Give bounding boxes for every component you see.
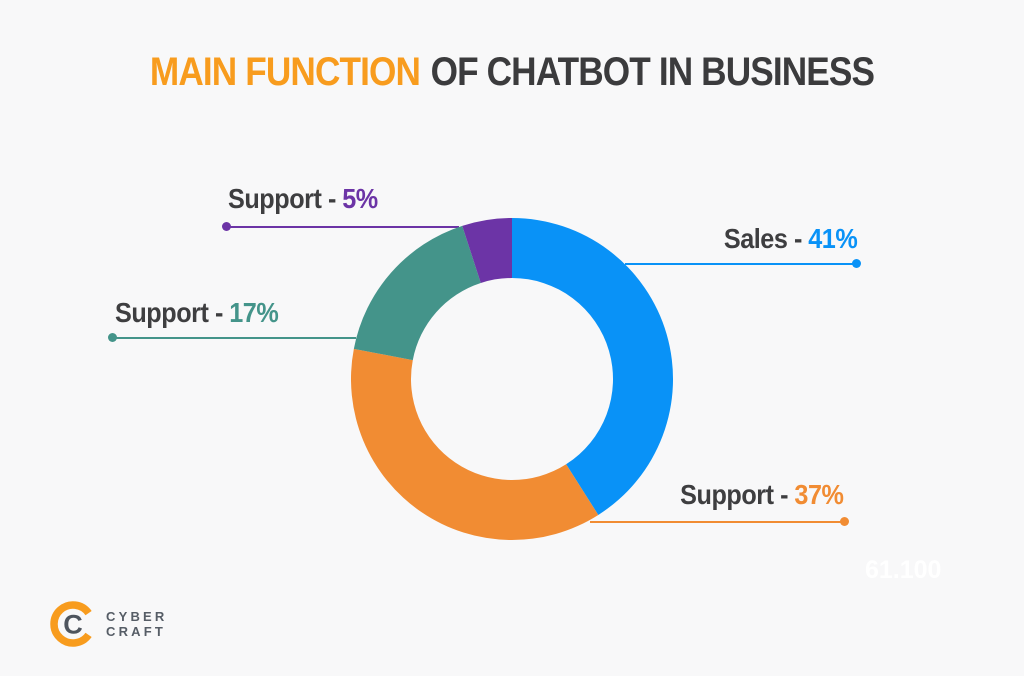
- leader-line: [113, 337, 356, 339]
- donut-slice-support-17: [353, 225, 481, 361]
- donut-slice-support-5: [462, 218, 512, 283]
- leader-line: [625, 263, 857, 265]
- brand-logo-line2: CRAFT: [106, 624, 167, 639]
- brand-logo-line1: CYBER: [106, 609, 168, 624]
- leader-dot: [108, 333, 117, 342]
- callout-name: Support -: [679, 479, 788, 510]
- callout-value: 17%: [229, 297, 279, 328]
- callout-label: Support -5%: [228, 183, 378, 215]
- leader-dot: [852, 259, 861, 268]
- callout-value: 41%: [807, 223, 858, 254]
- callout-label: Sales -41%: [723, 223, 858, 255]
- callout-name: Sales -: [723, 223, 803, 254]
- leader-line: [590, 521, 845, 523]
- callout-name: Support -: [115, 297, 223, 328]
- watermark-value: 61.100: [865, 556, 942, 584]
- donut-slice-support-37: [350, 348, 599, 541]
- callout-value: 5%: [342, 183, 378, 214]
- brand-logo-text: CYBER CRAFT: [106, 609, 168, 639]
- chart-title-highlight: MAIN FUNCTION: [149, 50, 421, 94]
- callout-label: Support -17%: [115, 297, 279, 329]
- leader-dot: [840, 517, 849, 526]
- cybercraft-c-icon: C: [50, 601, 92, 647]
- brand-logo: C CYBER CRAFT: [50, 601, 168, 647]
- leader-line: [227, 226, 459, 228]
- callout-value: 37%: [793, 479, 844, 510]
- chart-title-rest: OF CHATBOT IN BUSINESS: [430, 50, 875, 94]
- svg-text:C: C: [63, 610, 83, 640]
- callout-label: Support -37%: [679, 479, 844, 511]
- callout-name: Support -: [228, 183, 336, 214]
- chart-title: MAIN FUNCTION OF CHATBOT IN BUSINESS: [61, 50, 962, 95]
- leader-dot: [222, 222, 231, 231]
